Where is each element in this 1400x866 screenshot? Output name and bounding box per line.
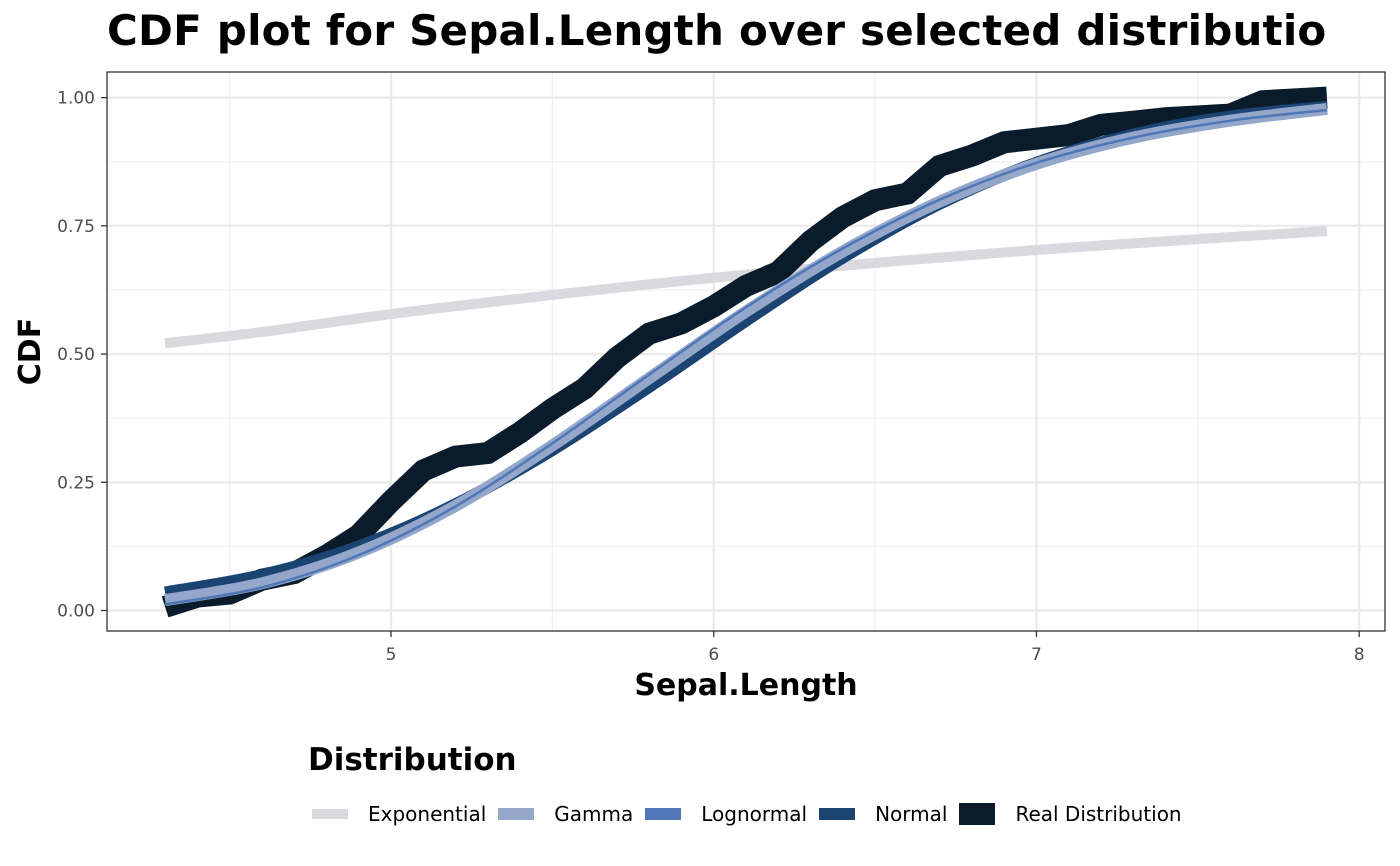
legend-title: Distribution: [308, 742, 517, 778]
legend-item-real-distribution: Real Distribution: [955, 800, 1182, 828]
legend-swatch: [645, 808, 682, 820]
legend: Distribution Exponential Gamma Lognormal No…: [308, 742, 1190, 828]
x-tick-label: 5: [386, 645, 397, 665]
y-tick-label: 0.50: [57, 345, 95, 365]
y-axis-title: CDF: [13, 318, 48, 385]
series-layer: [161, 86, 1328, 618]
legend-key-lognormal: [641, 800, 685, 828]
legend-label: Exponential: [368, 802, 487, 826]
x-tick-label: 8: [1354, 645, 1365, 665]
y-tick-label: 0.25: [57, 473, 95, 493]
legend-swatch: [312, 809, 348, 819]
y-tick-label: 0.00: [57, 601, 95, 621]
legend-key-normal: [815, 800, 859, 828]
legend-swatch: [959, 803, 996, 825]
y-tick-label: 0.75: [57, 217, 95, 237]
series-line-lognormal: [164, 108, 1328, 606]
legend-items: Exponential Gamma Lognormal Normal Real Dist…: [308, 800, 1190, 828]
legend-item-gamma: Gamma: [494, 800, 633, 828]
legend-key-exponential: [308, 800, 352, 828]
grid-lines: [107, 72, 1385, 631]
legend-label: Real Distribution: [1015, 802, 1182, 826]
legend-key-real-distribution: [955, 800, 999, 828]
legend-label: Normal: [875, 802, 948, 826]
legend-label: Lognormal: [701, 802, 808, 826]
legend-item-exponential: Exponential: [308, 800, 486, 828]
legend-swatch: [498, 808, 535, 820]
axis-ticks: 5 6 7 8 0.00 0.25 0.50 0.75 1.00: [57, 89, 1364, 665]
legend-item-normal: Normal: [815, 800, 947, 828]
legend-key-gamma: [494, 800, 538, 828]
x-tick-label: 6: [708, 645, 719, 665]
legend-swatch: [819, 808, 856, 820]
y-tick-label: 1.00: [57, 89, 95, 109]
legend-label: Gamma: [554, 802, 634, 826]
x-tick-label: 7: [1031, 645, 1042, 665]
chart-title: CDF plot for Sepal.Length over selected …: [107, 6, 1327, 55]
legend-item-lognormal: Lognormal: [641, 800, 807, 828]
x-axis-title: Sepal.Length: [634, 668, 857, 703]
series-line-real-distribution: [161, 86, 1328, 618]
plot-panel: [106, 71, 1386, 632]
series-line-normal: [164, 100, 1328, 599]
series-line-exponential: [164, 226, 1328, 349]
